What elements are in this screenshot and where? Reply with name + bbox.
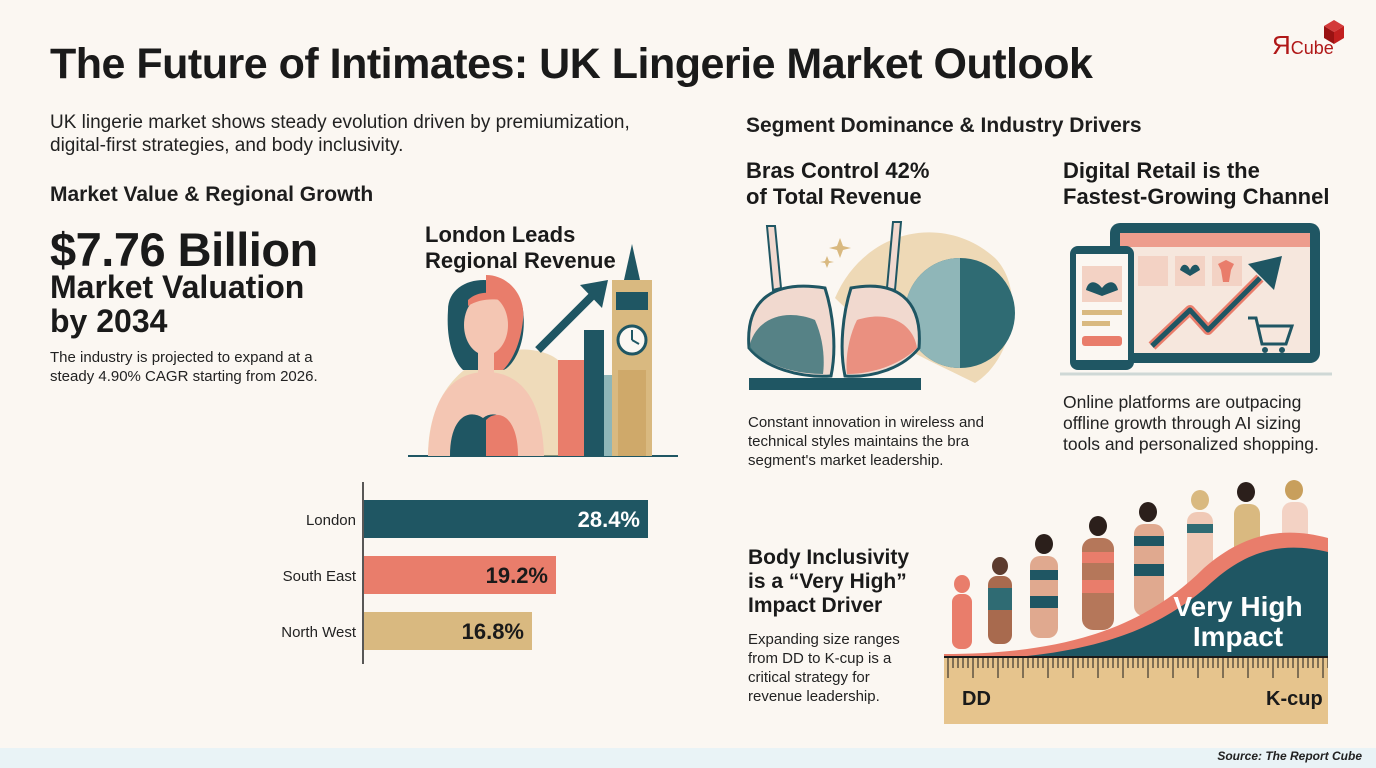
digital-title: Digital Retail is the Fastest-Growing Ch…: [1063, 158, 1330, 209]
category-label: North West: [281, 624, 357, 641]
value-label: 28.4%: [578, 507, 640, 532]
bar-north-west: [364, 612, 532, 650]
digital-description: Online platforms are outpacing offline g…: [1063, 392, 1319, 454]
market-description: The industry is projected to expand at a…: [50, 349, 318, 385]
value-label: 19.2%: [486, 563, 548, 588]
london-title: London Leads Regional Revenue: [425, 222, 616, 273]
bar-london: [364, 500, 648, 538]
ruler-start-label: DD: [962, 688, 991, 710]
market-value: $7.76 Billion: [50, 223, 318, 276]
logo-text: ЯCube: [1272, 30, 1334, 60]
ruler-end-label: K-cup: [1266, 688, 1323, 710]
report-cube-logo: [1324, 20, 1344, 44]
london-illustration: [408, 244, 678, 457]
very-high-impact-label: Very High Impact: [1173, 591, 1303, 652]
bar-south-east: [364, 556, 556, 594]
digital-retail-illustration: [1060, 223, 1332, 376]
inclusivity-title: Body Inclusivity is a “Very High” Impact…: [748, 546, 910, 617]
source-note: Source: The Report Cube: [1217, 749, 1362, 763]
regional-bar-chart: London 28.4% South East 19.2% North West 16.8…: [281, 482, 648, 664]
bras-description: Constant innovation in wireless and tech…: [748, 414, 984, 469]
category-label: South East: [283, 568, 357, 585]
bra-illustration: [747, 221, 1015, 390]
page-title: The Future of Intimates: UK Lingerie Mar…: [50, 40, 1093, 88]
segments-heading: Segment Dominance & Industry Drivers: [746, 114, 1142, 137]
market-value-label: Market Valuation by 2034: [50, 269, 305, 339]
value-label: 16.8%: [462, 619, 524, 644]
bras-title: Bras Control 42% of Total Revenue: [746, 158, 930, 209]
ruler-ticks: [947, 658, 1328, 678]
intro-text: UK lingerie market shows steady evolutio…: [50, 112, 630, 156]
footer-bar: [0, 748, 1376, 768]
category-label: London: [306, 512, 356, 529]
inclusivity-description: Expanding size ranges from DD to K-cup i…: [748, 631, 900, 705]
market-heading: Market Value & Regional Growth: [50, 183, 374, 206]
inclusivity-illustration: [944, 480, 1328, 724]
